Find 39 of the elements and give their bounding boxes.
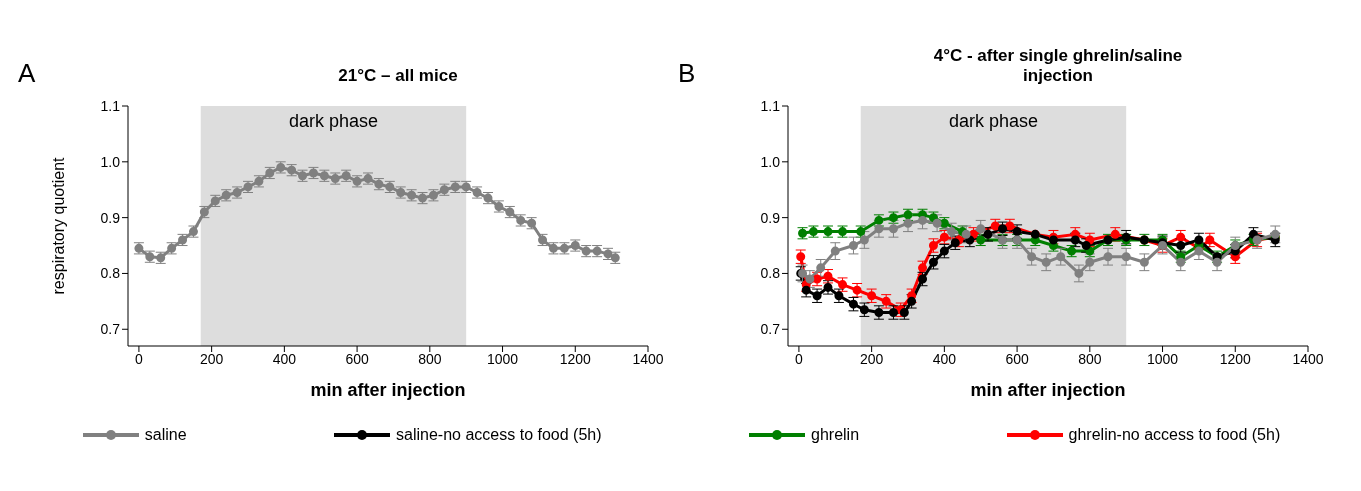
x-tick-label: 800 bbox=[418, 350, 442, 367]
y-tick-label: 1.0 bbox=[760, 153, 781, 170]
legend-label: ghrelin-no access to food (5h) bbox=[1068, 426, 1281, 444]
y-tick-label: 1.1 bbox=[760, 97, 781, 114]
x-tick-label: 1200 bbox=[1219, 350, 1252, 367]
y-tick-label: 0.7 bbox=[760, 321, 781, 338]
band-label: dark phase bbox=[948, 110, 1038, 131]
x-axis-title: min after injection bbox=[310, 380, 466, 400]
y-axis-title: respiratory quotient bbox=[49, 156, 67, 295]
y-tick-label: 0.9 bbox=[760, 209, 781, 226]
x-axis-title: min after injection bbox=[970, 380, 1126, 400]
band-label: dark phase bbox=[288, 110, 378, 131]
x-tick-label: 1000 bbox=[1146, 350, 1179, 367]
legend-label: saline bbox=[144, 426, 187, 444]
x-tick-label: 0 bbox=[795, 350, 804, 367]
x-tick-label: 200 bbox=[199, 350, 224, 367]
x-tick-label: 0 bbox=[135, 350, 144, 367]
x-tick-label: 1200 bbox=[559, 350, 592, 367]
y-tick-label: 0.7 bbox=[100, 321, 121, 338]
y-tick-label: 0.8 bbox=[100, 265, 121, 282]
y-tick-label: 1.0 bbox=[100, 153, 121, 170]
text: A bbox=[18, 58, 36, 89]
text: B bbox=[678, 58, 696, 89]
x-tick-label: 600 bbox=[1005, 350, 1029, 367]
x-tick-label: 1000 bbox=[486, 350, 519, 367]
x-tick-label: 800 bbox=[1078, 350, 1102, 367]
x-tick-label: 400 bbox=[932, 350, 957, 367]
y-tick-label: 0.9 bbox=[100, 209, 121, 226]
legend-label: saline-no access to food (5h) bbox=[396, 426, 602, 444]
x-tick-label: 200 bbox=[859, 350, 884, 367]
legend-label: ghrelin bbox=[811, 426, 860, 444]
y-tick-label: 1.1 bbox=[100, 97, 121, 114]
x-tick-label: 1400 bbox=[632, 350, 664, 367]
x-tick-label: 600 bbox=[345, 350, 369, 367]
chart-title: 4°C - after single ghrelin/saline injection bbox=[932, 46, 1184, 86]
x-tick-label: 400 bbox=[272, 350, 297, 367]
x-tick-label: 1400 bbox=[1292, 350, 1324, 367]
y-tick-label: 0.8 bbox=[760, 265, 781, 282]
chart-title: 21°C – all mice bbox=[337, 66, 458, 86]
